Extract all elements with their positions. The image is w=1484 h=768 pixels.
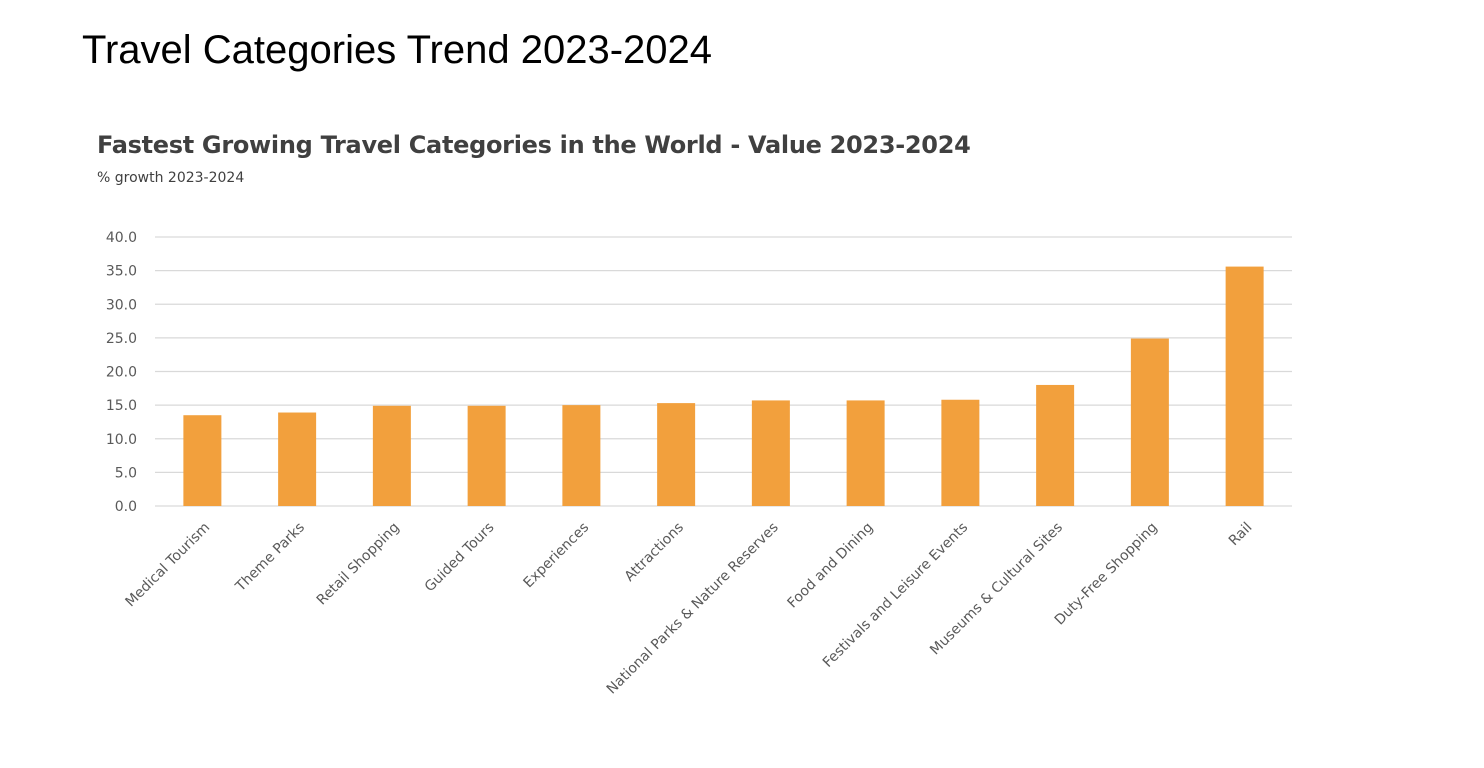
- slide-title: Travel Categories Trend 2023-2024: [82, 28, 712, 72]
- x-tick-label: Retail Shopping: [314, 520, 403, 609]
- x-tick-label: National Parks & Nature Reserves: [604, 520, 782, 698]
- y-tick-label: 10.0: [106, 432, 137, 448]
- y-tick-label: 35.0: [106, 264, 137, 280]
- bar: [183, 415, 222, 506]
- x-tick-label: Attractions: [622, 520, 687, 585]
- y-tick-label: 40.0: [106, 230, 137, 246]
- y-tick-label: 0.0: [115, 499, 137, 515]
- bar: [278, 412, 317, 506]
- x-tick-label: Guided Tours: [422, 520, 498, 596]
- y-tick-label: 30.0: [106, 297, 137, 313]
- bar: [467, 405, 506, 506]
- bar: [372, 405, 411, 506]
- chart-subtitle: % growth 2023-2024: [97, 170, 245, 186]
- bar: [1225, 266, 1264, 506]
- x-tick-label: Theme Parks: [232, 520, 308, 596]
- y-tick-label: 20.0: [106, 365, 137, 381]
- x-tick-label: Food and Dining: [785, 520, 877, 612]
- bar: [1036, 384, 1075, 506]
- bar: [941, 399, 980, 506]
- bar: [751, 400, 790, 506]
- x-tick-label: Rail: [1226, 520, 1256, 550]
- bar: [1130, 338, 1169, 506]
- bar: [846, 400, 885, 506]
- x-tick-label: Medical Tourism: [122, 520, 213, 611]
- x-tick-label: Experiences: [521, 520, 593, 592]
- y-tick-label: 5.0: [115, 465, 137, 481]
- x-tick-label: Duty-Free Shopping: [1052, 520, 1161, 629]
- bar: [562, 405, 601, 506]
- y-tick-label: 15.0: [106, 398, 137, 414]
- chart-title: Fastest Growing Travel Categories in the…: [97, 131, 971, 159]
- bar: [657, 403, 696, 506]
- y-tick-label: 25.0: [106, 331, 137, 347]
